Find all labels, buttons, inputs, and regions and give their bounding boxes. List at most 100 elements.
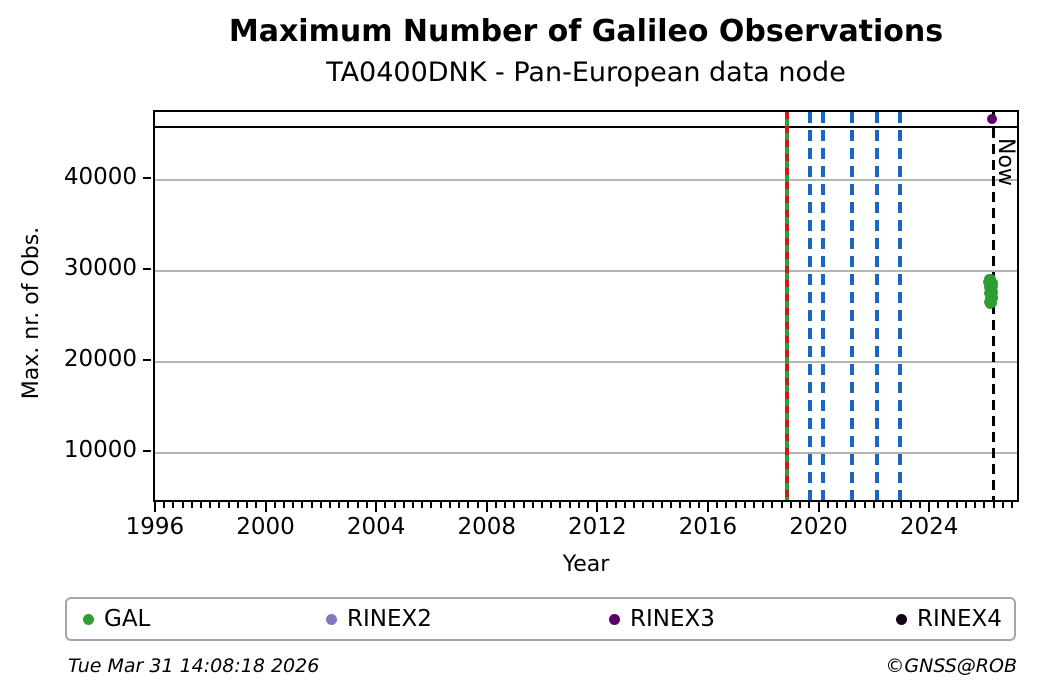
x-axis-minor-tick xyxy=(799,502,802,508)
x-axis-minor-tick xyxy=(421,502,424,508)
x-axis-tick xyxy=(264,502,267,512)
x-axis-minor-tick xyxy=(365,502,368,508)
x-axis-minor-tick xyxy=(273,502,276,508)
x-axis-tick-label: 2004 xyxy=(346,514,406,540)
x-axis-minor-tick xyxy=(605,502,608,508)
event-line-5 xyxy=(874,112,879,500)
x-axis-minor-tick xyxy=(236,502,239,508)
x-axis-minor-tick xyxy=(660,502,663,508)
x-axis-minor-tick xyxy=(292,502,295,508)
y-axis-tick xyxy=(143,267,151,270)
credit: ©GNSS@ROB xyxy=(885,655,1017,677)
x-axis-minor-tick xyxy=(734,502,737,508)
x-axis-minor-tick xyxy=(974,502,977,508)
legend-item-rinex2: RINEX2 xyxy=(326,606,432,632)
x-axis-minor-tick xyxy=(688,502,691,508)
x-axis-minor-tick xyxy=(430,502,433,508)
legend-label-rinex4: RINEX4 xyxy=(917,606,1002,632)
x-axis-tick-label: 2020 xyxy=(789,514,848,540)
x-axis-minor-tick xyxy=(319,502,322,508)
x-axis-minor-tick xyxy=(163,502,166,508)
x-axis-minor-tick xyxy=(402,502,405,508)
x-axis-minor-tick xyxy=(181,502,184,508)
plot-area xyxy=(153,110,1019,502)
x-axis-minor-tick xyxy=(494,502,497,508)
legend-item-rinex4: RINEX4 xyxy=(896,606,1002,632)
x-axis-minor-tick xyxy=(642,502,645,508)
x-axis-minor-tick xyxy=(255,502,258,508)
x-axis-minor-tick xyxy=(347,502,350,508)
x-axis-minor-tick xyxy=(882,502,885,508)
legend-item-rinex3: RINEX3 xyxy=(609,606,715,632)
now-label: Now xyxy=(993,138,1019,186)
gridline xyxy=(155,269,1017,272)
x-axis-minor-tick xyxy=(633,502,636,508)
x-axis-tick xyxy=(706,502,709,512)
event-line-4 xyxy=(849,112,854,500)
event-line-2 xyxy=(808,112,813,500)
x-axis-tick xyxy=(817,502,820,512)
x-axis-minor-tick xyxy=(310,502,313,508)
x-axis-tick xyxy=(485,502,488,512)
y-axis-tick-label: 30000 xyxy=(63,254,137,281)
x-axis-tick-label: 2012 xyxy=(568,514,627,540)
x-axis-minor-tick xyxy=(568,502,571,508)
rinex2-marker-icon xyxy=(326,613,337,625)
x-axis-tick-label: 2000 xyxy=(236,514,295,540)
x-axis-tick-label: 2024 xyxy=(899,514,959,540)
x-axis-minor-tick xyxy=(946,502,949,508)
chart-title: Maximum Number of Galileo Observations xyxy=(228,14,944,49)
timestamp: Tue Mar 31 14:08:18 2026 xyxy=(68,655,320,677)
x-axis-minor-tick xyxy=(522,502,525,508)
y-axis-tick xyxy=(143,176,151,179)
y-axis-tick xyxy=(143,358,151,361)
x-axis-minor-tick xyxy=(172,502,175,508)
x-axis-minor-tick xyxy=(282,502,285,508)
x-axis-minor-tick xyxy=(955,502,958,508)
gridline xyxy=(155,360,1017,363)
x-axis-minor-tick xyxy=(356,502,359,508)
x-axis-minor-tick xyxy=(614,502,617,508)
y-axis-tick-label: 40000 xyxy=(63,163,137,190)
x-axis-minor-tick xyxy=(909,502,912,508)
event-line-1 xyxy=(785,112,790,500)
x-axis-minor-tick xyxy=(227,502,230,508)
x-axis-minor-tick xyxy=(531,502,534,508)
x-axis-minor-tick xyxy=(577,502,580,508)
x-axis-minor-tick xyxy=(679,502,682,508)
x-axis-minor-tick xyxy=(937,502,940,508)
x-axis-minor-tick xyxy=(900,502,903,508)
x-axis-minor-tick xyxy=(872,502,875,508)
x-axis-minor-tick xyxy=(1001,502,1004,508)
x-axis-minor-tick xyxy=(301,502,304,508)
x-axis-minor-tick xyxy=(448,502,451,508)
x-axis-minor-tick xyxy=(218,502,221,508)
legend-label-rinex3: RINEX3 xyxy=(630,606,715,632)
x-axis-minor-tick xyxy=(808,502,811,508)
x-axis-minor-tick xyxy=(338,502,341,508)
x-axis-minor-tick xyxy=(458,502,461,508)
rinex4-marker-icon xyxy=(896,613,907,625)
rinex3-marker-icon xyxy=(609,613,620,625)
x-axis-minor-tick xyxy=(743,502,746,508)
y-axis-tick-label: 20000 xyxy=(63,345,137,372)
y-axis-tick-label: 10000 xyxy=(63,436,137,463)
x-axis-minor-tick xyxy=(670,502,673,508)
x-axis-tick-label: 2008 xyxy=(457,514,516,540)
legend-item-gal: GAL xyxy=(83,606,150,632)
x-axis-minor-tick xyxy=(200,502,203,508)
x-axis-minor-tick xyxy=(651,502,654,508)
x-axis-minor-tick xyxy=(476,502,479,508)
x-axis-tick xyxy=(596,502,599,512)
data-point-rinex3 xyxy=(986,114,997,125)
x-axis-tick-label: 2016 xyxy=(678,514,738,540)
data-point-gal xyxy=(988,280,999,291)
data-point-gal xyxy=(988,293,999,304)
x-axis-minor-tick xyxy=(983,502,986,508)
gridline xyxy=(155,451,1017,454)
x-axis-minor-tick xyxy=(190,502,193,508)
x-axis-minor-tick xyxy=(246,502,249,508)
x-axis-minor-tick xyxy=(845,502,848,508)
x-axis-minor-tick xyxy=(209,502,212,508)
x-axis-minor-tick xyxy=(504,502,507,508)
